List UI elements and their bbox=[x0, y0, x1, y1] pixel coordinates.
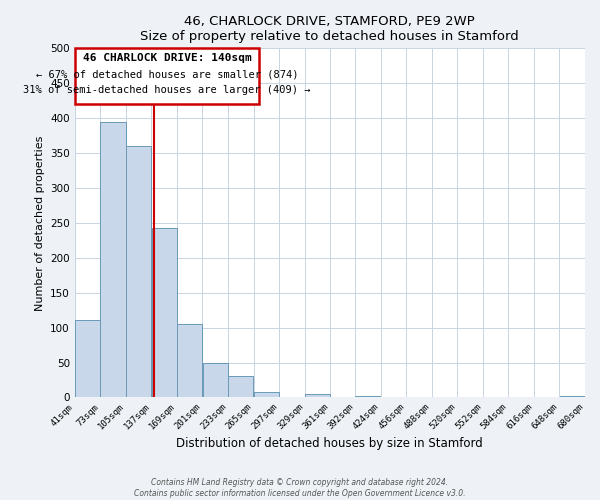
Text: 31% of semi-detached houses are larger (409) →: 31% of semi-detached houses are larger (… bbox=[23, 85, 311, 95]
Bar bbox=[177, 324, 202, 398]
Title: 46, CHARLOCK DRIVE, STAMFORD, PE9 2WP
Size of property relative to detached hous: 46, CHARLOCK DRIVE, STAMFORD, PE9 2WP Si… bbox=[140, 15, 519, 43]
Bar bbox=[355, 396, 380, 398]
Bar bbox=[228, 376, 253, 398]
Text: 46 CHARLOCK DRIVE: 140sqm: 46 CHARLOCK DRIVE: 140sqm bbox=[83, 53, 251, 63]
Bar bbox=[126, 146, 151, 398]
Bar bbox=[305, 394, 330, 398]
Y-axis label: Number of detached properties: Number of detached properties bbox=[35, 135, 44, 310]
Bar bbox=[75, 48, 259, 104]
X-axis label: Distribution of detached houses by size in Stamford: Distribution of detached houses by size … bbox=[176, 437, 483, 450]
Bar bbox=[254, 392, 279, 398]
Bar bbox=[560, 396, 585, 398]
Text: Contains HM Land Registry data © Crown copyright and database right 2024.
Contai: Contains HM Land Registry data © Crown c… bbox=[134, 478, 466, 498]
Bar bbox=[152, 228, 177, 398]
Bar bbox=[100, 122, 125, 398]
Bar bbox=[75, 320, 100, 398]
Bar bbox=[203, 362, 228, 398]
Text: ← 67% of detached houses are smaller (874): ← 67% of detached houses are smaller (87… bbox=[35, 70, 298, 80]
